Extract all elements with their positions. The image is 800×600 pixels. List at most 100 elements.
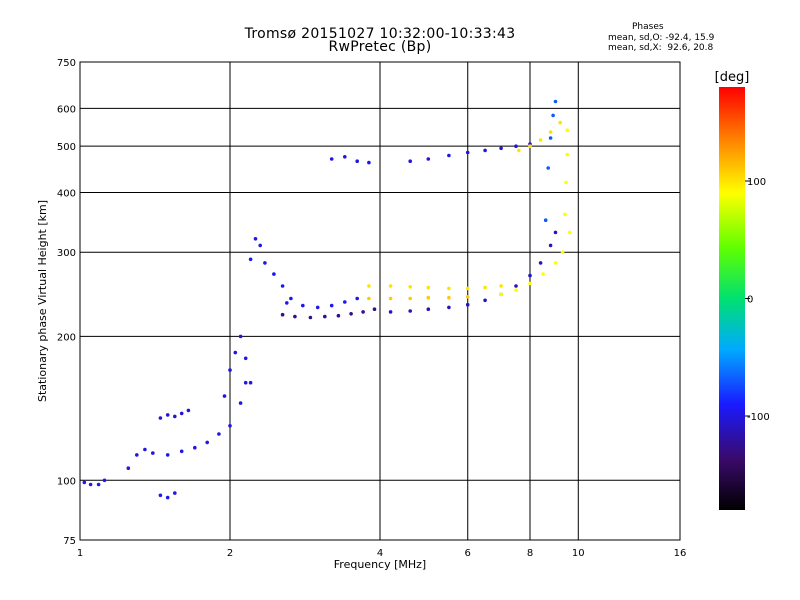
echo-point [528, 281, 532, 286]
echo-point [158, 493, 163, 498]
echo-point [355, 159, 360, 163]
echo-point [553, 230, 558, 235]
echo-point [567, 230, 572, 235]
echo-point [548, 243, 553, 248]
echo-point [514, 144, 518, 148]
echo-point [248, 380, 253, 385]
echo-point [173, 491, 177, 495]
echo-point [564, 180, 568, 185]
echo-point [158, 416, 163, 420]
echo-point [315, 305, 320, 310]
echo-point [102, 478, 107, 483]
echo-point [528, 144, 532, 148]
echo-point [548, 130, 553, 134]
echo-point [465, 295, 470, 299]
echo-point [186, 408, 191, 413]
echo-point [349, 312, 353, 316]
echo-point [447, 153, 451, 158]
echo-point [426, 157, 431, 161]
echo-point [388, 296, 393, 301]
echo-point [248, 257, 253, 262]
echo-point [272, 272, 276, 276]
echo-point [388, 310, 393, 314]
echo-point [217, 432, 221, 436]
grid [80, 62, 680, 540]
x-axis: 1 2 4 6 8 10 16 [77, 548, 687, 559]
echo-point [465, 286, 470, 291]
colorbar-tick-label: 100 [747, 177, 766, 188]
echo-point [517, 148, 521, 153]
echo-point [367, 160, 371, 165]
echo-point [565, 128, 569, 132]
y-tick-label: 200 [57, 332, 76, 343]
echo-point [193, 445, 197, 450]
echo-point [465, 150, 470, 155]
y-tick-label: 750 [57, 58, 76, 69]
colorbar-tick-label: -100 [747, 412, 770, 423]
echo-point [329, 157, 334, 161]
echo-point [499, 292, 503, 297]
echo-point [243, 380, 248, 385]
x-tick-label: 1 [77, 548, 83, 559]
echo-point [151, 451, 155, 455]
echo-point [558, 120, 562, 125]
echo-point [514, 284, 518, 288]
echo-point [565, 152, 569, 157]
echo-point [426, 307, 431, 312]
phases-heading: Phases [632, 22, 664, 32]
echo-point [126, 466, 131, 471]
echo-point [82, 480, 87, 485]
echo-point [293, 314, 297, 319]
echo-point [280, 312, 285, 317]
echo-point [323, 314, 327, 319]
echo-point [343, 155, 347, 159]
echo-point [553, 261, 558, 265]
echo-point [173, 414, 177, 419]
phase-stats-x: mean, sd,X: 92.6, 20.8 [608, 43, 714, 53]
x-tick-label: 6 [465, 548, 471, 559]
colorbar-label: [deg] [715, 70, 750, 85]
chart-subtitle: RwPretec (Bp) [328, 39, 432, 55]
echo-point [367, 284, 371, 288]
y-tick-label: 600 [57, 104, 76, 115]
echo-point [483, 298, 487, 303]
echo-point [499, 284, 503, 288]
echo-point [205, 440, 209, 445]
echo-point [233, 350, 238, 355]
echo-point [143, 447, 147, 452]
echo-point [546, 166, 550, 170]
y-tick-label: 75 [63, 536, 76, 547]
echo-point [135, 453, 139, 457]
echo-point [285, 301, 289, 305]
echo-point [514, 288, 518, 292]
echo-point [553, 99, 558, 104]
echo-point [343, 300, 347, 304]
echo-point [372, 307, 377, 312]
echo-point [499, 146, 503, 151]
echo-point [165, 453, 170, 457]
echo-point [308, 315, 313, 320]
echo-point [238, 401, 243, 405]
echo-point [426, 295, 431, 300]
echo-point [563, 212, 567, 217]
y-tick-label: 500 [57, 142, 76, 153]
echo-point [96, 482, 101, 487]
plot-frame [79, 61, 681, 541]
echo-point [367, 296, 371, 301]
echo-point [263, 261, 267, 265]
y-tick-label: 100 [57, 476, 76, 487]
y-axis: 75 100 200 300 400 500 600 750 [57, 58, 76, 547]
echo-point [560, 250, 565, 254]
echo-point [355, 296, 360, 301]
colorbar-tick-label: 0 [747, 295, 753, 306]
echo-point [447, 305, 451, 310]
echo-point [408, 296, 413, 301]
echo-point [179, 411, 184, 416]
x-tick-label: 16 [674, 548, 687, 559]
echo-point [447, 295, 451, 300]
echo-point [408, 285, 413, 289]
echo-point [258, 243, 263, 248]
echo-point [228, 368, 232, 372]
echo-point [408, 309, 413, 313]
